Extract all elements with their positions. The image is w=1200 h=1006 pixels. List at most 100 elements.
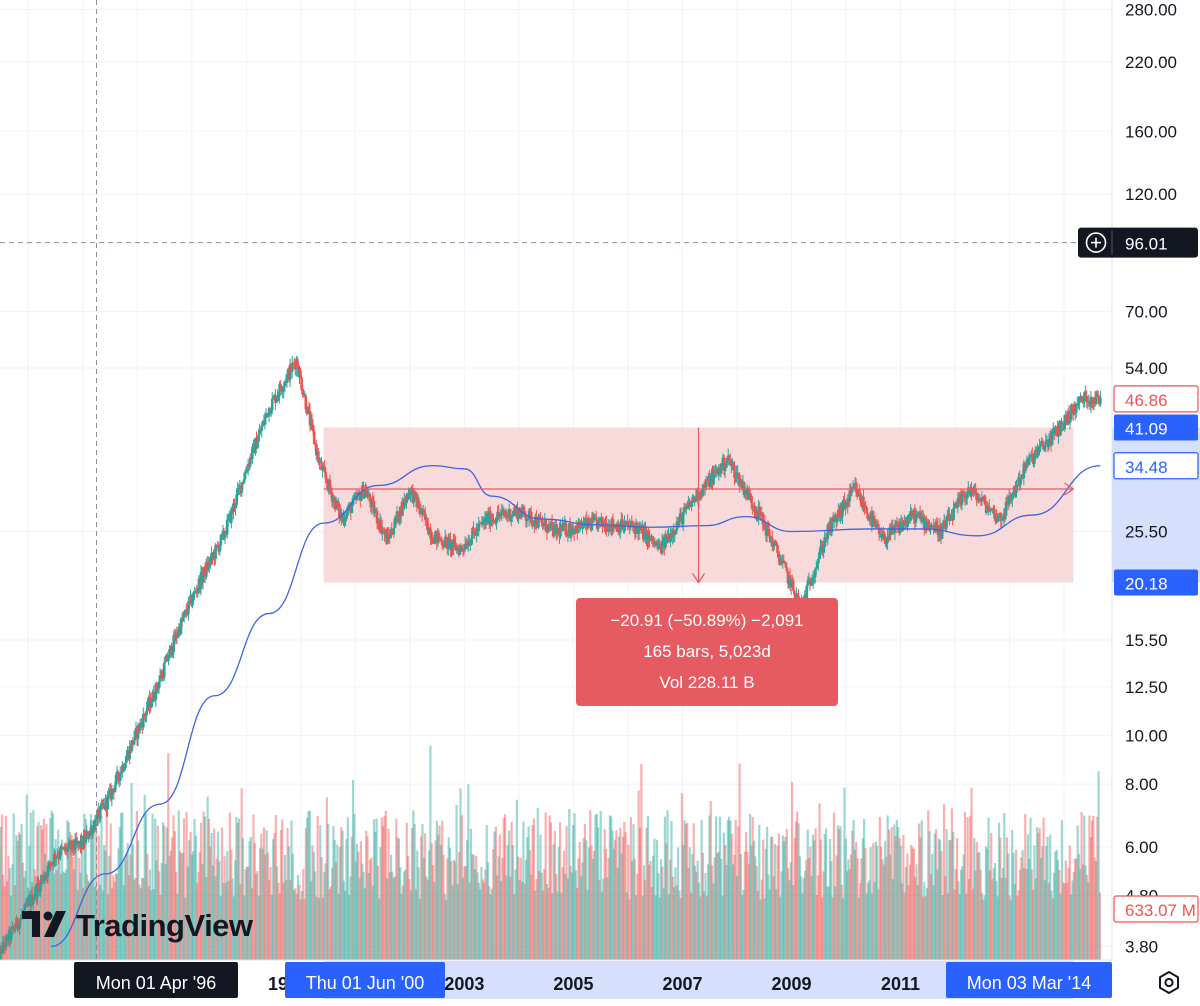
candle bbox=[128, 740, 131, 765]
volume-bar bbox=[492, 848, 495, 960]
measure-tooltip: −20.91 (−50.89%) −2,091 165 bars, 5,023d… bbox=[576, 598, 838, 706]
volume-bar bbox=[797, 823, 800, 960]
settings-gear-icon[interactable] bbox=[1154, 968, 1184, 998]
candle bbox=[1002, 507, 1006, 526]
volume-bar bbox=[870, 892, 874, 960]
volume-bar bbox=[864, 848, 867, 960]
candle bbox=[138, 718, 142, 734]
volume-bar bbox=[100, 815, 103, 960]
volume-bar bbox=[518, 880, 521, 960]
candle bbox=[431, 532, 434, 545]
candle bbox=[784, 561, 788, 568]
volume-bar bbox=[834, 886, 837, 960]
volume-bar bbox=[523, 883, 526, 960]
measure-arrow-right bbox=[1064, 482, 1075, 496]
volume-bar bbox=[247, 866, 250, 960]
volume-bar bbox=[1039, 857, 1043, 960]
volume-bar bbox=[327, 823, 330, 960]
time-tick-label: 2003 bbox=[444, 974, 484, 994]
volume-bar bbox=[784, 836, 787, 960]
volume-bar bbox=[168, 855, 171, 960]
volume-bar bbox=[548, 815, 551, 960]
volume-bar bbox=[472, 854, 475, 960]
volume-bar bbox=[455, 804, 458, 960]
volume-bar bbox=[776, 845, 779, 960]
candle bbox=[219, 534, 223, 551]
volume-bar bbox=[190, 855, 193, 960]
volume-bar bbox=[54, 839, 57, 960]
volume-bar bbox=[413, 824, 416, 960]
volume-bar bbox=[429, 745, 432, 960]
volume-bar bbox=[197, 871, 200, 960]
candle bbox=[805, 583, 809, 601]
volume-bar bbox=[762, 839, 765, 960]
price-tick-label: 15.50 bbox=[1125, 631, 1168, 650]
volume-bar bbox=[131, 844, 135, 960]
volume-bar bbox=[350, 836, 353, 960]
candle bbox=[133, 730, 137, 745]
candle bbox=[824, 532, 828, 547]
volume-bar bbox=[614, 839, 617, 960]
volume-bar bbox=[232, 896, 235, 960]
volume-bar bbox=[479, 889, 482, 960]
volume-bar bbox=[460, 815, 463, 960]
volume-bar bbox=[952, 831, 955, 960]
volume-bar bbox=[282, 882, 285, 960]
volume-bar bbox=[572, 825, 575, 960]
volume-bar bbox=[999, 837, 1002, 960]
candle bbox=[944, 520, 948, 533]
volume-bar bbox=[872, 843, 875, 960]
volume-bar bbox=[139, 888, 142, 960]
volume-bar bbox=[843, 787, 846, 960]
volume-bar bbox=[219, 896, 222, 960]
volume-bar bbox=[814, 828, 817, 960]
volume-bar bbox=[481, 879, 484, 960]
candle bbox=[953, 503, 956, 513]
volume-bar bbox=[549, 822, 553, 960]
volume-bar bbox=[986, 848, 989, 960]
candle bbox=[452, 533, 455, 556]
volume-bar bbox=[722, 832, 725, 960]
candle bbox=[502, 507, 506, 519]
candle bbox=[806, 575, 810, 589]
volume-bar bbox=[140, 877, 144, 960]
volume-bar bbox=[746, 851, 749, 960]
candle bbox=[696, 487, 700, 505]
volume-bar bbox=[1066, 882, 1069, 960]
volume-bar bbox=[603, 829, 606, 960]
volume-bar bbox=[450, 861, 453, 960]
volume-bar bbox=[756, 890, 760, 960]
volume-bar bbox=[564, 873, 567, 960]
price-tick-label: 25.50 bbox=[1125, 523, 1168, 542]
volume-bar bbox=[712, 883, 715, 960]
candle bbox=[841, 500, 844, 525]
volume-bar bbox=[730, 834, 733, 960]
candle bbox=[751, 496, 754, 515]
volume-bar bbox=[416, 850, 419, 960]
candle bbox=[811, 570, 815, 589]
volume-bar bbox=[1085, 874, 1088, 960]
volume-bar bbox=[868, 880, 871, 960]
volume-bar bbox=[292, 890, 296, 960]
volume-bar bbox=[873, 881, 876, 960]
range-start-date-label: Thu 01 Jun '00 bbox=[306, 973, 425, 993]
candle bbox=[886, 529, 889, 550]
candle bbox=[877, 524, 881, 541]
volume-bar bbox=[184, 897, 187, 960]
volume-bar bbox=[161, 822, 165, 960]
tradingview-logo[interactable]: TradingView bbox=[22, 908, 253, 944]
volume-bar bbox=[739, 853, 743, 960]
volume-bar bbox=[203, 816, 207, 960]
volume-bar bbox=[1004, 877, 1007, 960]
volume-bar bbox=[272, 839, 275, 960]
candle bbox=[542, 523, 546, 530]
volume-bar bbox=[852, 820, 855, 960]
volume-bar bbox=[84, 819, 87, 960]
volume-bar bbox=[1045, 845, 1048, 960]
volume-bar bbox=[409, 890, 412, 960]
candle bbox=[525, 516, 529, 528]
candle bbox=[440, 537, 444, 549]
volume-bar bbox=[742, 889, 745, 960]
volume-bar bbox=[434, 840, 437, 960]
